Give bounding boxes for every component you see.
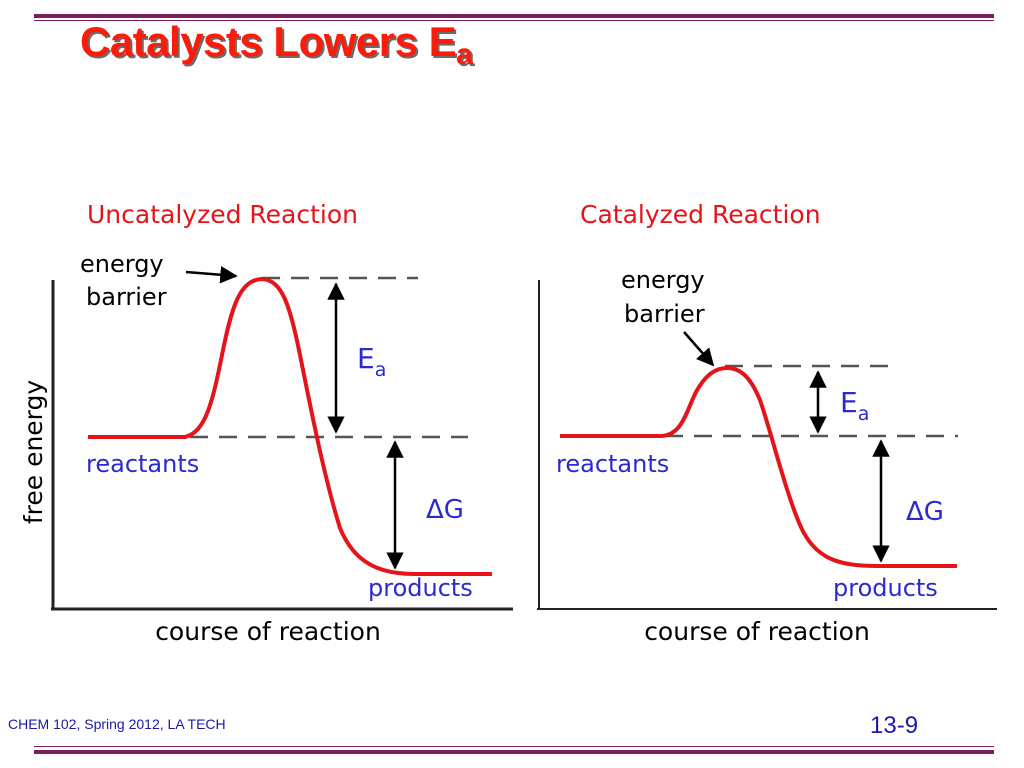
delta-g-label: ΔG [426, 495, 464, 525]
panel-title-uncatalyzed: Uncatalyzed Reaction [87, 200, 358, 229]
products-label: products [833, 574, 938, 602]
reactants-label: reactants [86, 450, 199, 478]
x-axis-label: course of reaction [644, 617, 870, 646]
energy-curve [88, 276, 492, 576]
y-axis-label: free energy [19, 380, 48, 525]
products-label: products [368, 574, 473, 602]
top-rule-thick [34, 14, 994, 18]
ea-label-subscript: a [858, 403, 870, 425]
delta-g-label: ΔG [906, 497, 944, 527]
ea-label-main: E [357, 342, 375, 375]
reactants-label: reactants [556, 450, 669, 478]
slide-number: 13-9 [870, 712, 919, 739]
top-rule-thin [34, 20, 994, 21]
barrier-pointer-arrow [185, 266, 238, 284]
barrier-label-line1: energy [621, 266, 705, 294]
ea-label: Ea [840, 386, 869, 425]
slide-title-text: Catalysts Lowers E [80, 18, 457, 65]
slide-title: Catalysts Lowers Ea [80, 18, 473, 72]
barrier-label-line2: barrier [624, 300, 705, 328]
panel-title-catalyzed: Catalyzed Reaction [580, 200, 821, 229]
bottom-rule-thin [34, 746, 994, 747]
barrier-label-line1: energy [80, 250, 164, 278]
bottom-rule-thick [34, 750, 994, 754]
panel-catalyzed: Catalyzed Reaction energy barrier Ea ΔG … [537, 200, 997, 646]
barrier-pointer-arrow [683, 331, 715, 367]
slide-title-subscript: a [456, 38, 473, 71]
ea-label-main: E [840, 386, 858, 419]
panel-uncatalyzed: Uncatalyzed Reaction energy barrier Ea Δ… [51, 200, 513, 646]
ea-label: Ea [357, 342, 386, 381]
ea-label-subscript: a [375, 359, 387, 381]
barrier-label-line2: barrier [86, 283, 167, 311]
x-axis-label: course of reaction [155, 617, 381, 646]
energy-curve [560, 365, 957, 568]
footer-course-info: CHEM 102, Spring 2012, LA TECH [8, 716, 226, 732]
